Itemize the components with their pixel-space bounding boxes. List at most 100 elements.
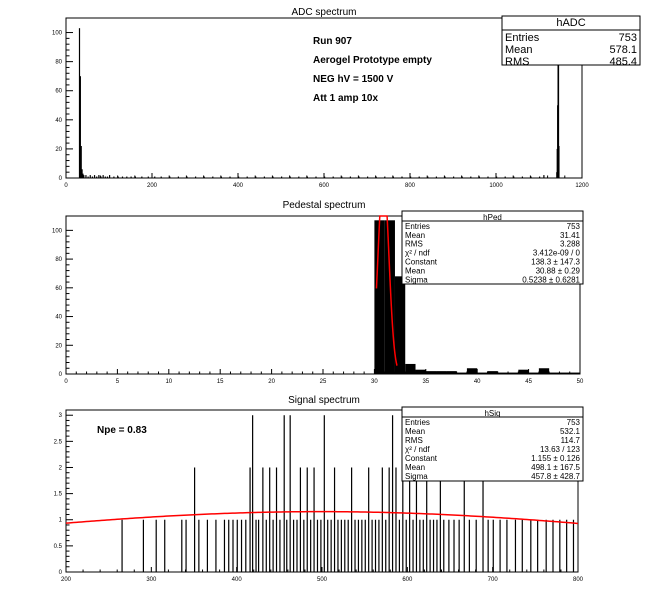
stats-row-value: 138.3 ± 147.3 xyxy=(531,258,580,267)
stats-row-label: Entries xyxy=(405,222,430,231)
histogram-bar xyxy=(436,519,438,572)
histogram-bar xyxy=(425,371,437,374)
histogram-bar xyxy=(374,220,385,374)
stats-row-value: 31.41 xyxy=(560,231,581,240)
x-tick-label: 400 xyxy=(233,183,244,189)
histogram-bar xyxy=(426,467,428,572)
histogram-bar xyxy=(185,519,187,572)
histogram-bar xyxy=(341,176,343,178)
histogram-bar xyxy=(289,176,291,178)
histogram-bar xyxy=(552,519,554,572)
histogram-bar xyxy=(569,372,580,374)
histogram-bar xyxy=(283,415,285,572)
histogram-bar xyxy=(402,415,404,572)
histogram-bar xyxy=(444,176,446,178)
stats-row-value: 753 xyxy=(567,418,581,427)
histogram-bar xyxy=(461,176,463,178)
histogram-bar xyxy=(496,176,498,178)
histogram-bar xyxy=(313,467,315,572)
histogram-bar xyxy=(381,467,383,572)
histogram-bar xyxy=(306,176,308,178)
histogram-bar xyxy=(475,519,477,572)
histogram-bar xyxy=(468,519,470,572)
histogram-bar xyxy=(142,519,144,572)
histogram-bar xyxy=(518,369,529,374)
stats-row-label: Mean xyxy=(405,266,425,275)
x-tick-label: 50 xyxy=(577,379,584,385)
stats-row-label: χ² / ndf xyxy=(405,445,430,454)
y-tick-label: 40 xyxy=(55,315,62,321)
histogram-bar xyxy=(521,176,523,178)
histogram-bar xyxy=(320,519,322,572)
stats-row-label: Sigma xyxy=(405,275,428,284)
histogram-bar xyxy=(477,372,488,374)
stats-row-value: 3.288 xyxy=(560,240,581,249)
histogram-bar xyxy=(255,519,257,572)
stats-row-value: 753 xyxy=(567,222,581,231)
x-tick-label: 500 xyxy=(317,577,328,583)
y-tick-label: 20 xyxy=(55,343,62,349)
histogram-bar xyxy=(298,176,300,178)
stats-row-label: RMS xyxy=(405,436,423,445)
histogram-bar xyxy=(332,176,334,178)
histogram-bar xyxy=(306,467,308,572)
histogram-bar xyxy=(85,175,87,178)
histogram-bar xyxy=(385,519,387,572)
histogram-bar xyxy=(80,146,82,178)
stats-row-value: 457.8 ± 428.7 xyxy=(531,472,580,481)
histogram-bar xyxy=(384,176,386,178)
histogram-bar xyxy=(240,519,243,572)
histogram-bar xyxy=(324,176,326,178)
histogram-bar xyxy=(427,176,429,178)
x-tick-label: 0 xyxy=(64,379,68,385)
x-tick-label: 300 xyxy=(146,577,157,583)
histogram-bar xyxy=(384,220,395,374)
histogram-bar xyxy=(410,176,412,178)
histogram-bar xyxy=(405,363,416,374)
histogram-bar xyxy=(487,176,489,178)
histogram-bar xyxy=(299,467,302,572)
histogram-bar xyxy=(121,519,123,572)
histogram-bar xyxy=(344,519,346,572)
histogram-bar xyxy=(160,176,162,178)
histogram-bar xyxy=(482,467,484,572)
histogram-bar xyxy=(263,176,265,178)
annotation-text: NEG hV = 1500 V xyxy=(313,74,394,85)
histogram-bar xyxy=(453,519,455,572)
x-tick-label: 40 xyxy=(474,379,481,385)
stats-box-title: hPed xyxy=(483,213,502,222)
histogram-bar xyxy=(435,176,437,178)
histogram-bar xyxy=(93,175,96,178)
histogram-bar xyxy=(220,176,222,178)
histogram-bar xyxy=(504,176,506,178)
x-tick-label: 10 xyxy=(165,379,172,385)
histogram-bar xyxy=(181,519,183,572)
histogram-bar xyxy=(349,176,351,178)
x-tick-label: 600 xyxy=(402,577,413,583)
histogram-bar xyxy=(392,176,394,178)
histogram-bar xyxy=(538,368,550,374)
histogram-bar xyxy=(252,415,254,572)
histogram-bar xyxy=(448,519,450,572)
histogram-bar xyxy=(113,176,115,178)
histogram-bar xyxy=(374,519,377,572)
x-tick-label: 200 xyxy=(147,183,158,189)
histogram-bar xyxy=(246,176,248,178)
histogram-bar xyxy=(419,519,421,572)
histogram-bar xyxy=(333,467,336,572)
histogram-bar xyxy=(557,58,560,178)
histogram-bar xyxy=(126,176,128,178)
histogram-bar xyxy=(155,519,157,572)
y-tick-label: 1 xyxy=(59,518,63,524)
histogram-bar xyxy=(458,519,460,572)
histogram-bar xyxy=(286,519,288,572)
histogram-bar xyxy=(134,176,136,178)
histogram-bar xyxy=(418,176,420,178)
histogram-bar xyxy=(91,176,93,178)
stats-row-value: 578.1 xyxy=(609,44,637,56)
stats-row-label: Entries xyxy=(405,418,430,427)
histogram-bar xyxy=(337,519,339,572)
stats-row-label: Mean xyxy=(405,231,425,240)
y-tick-label: 3 xyxy=(59,413,63,419)
